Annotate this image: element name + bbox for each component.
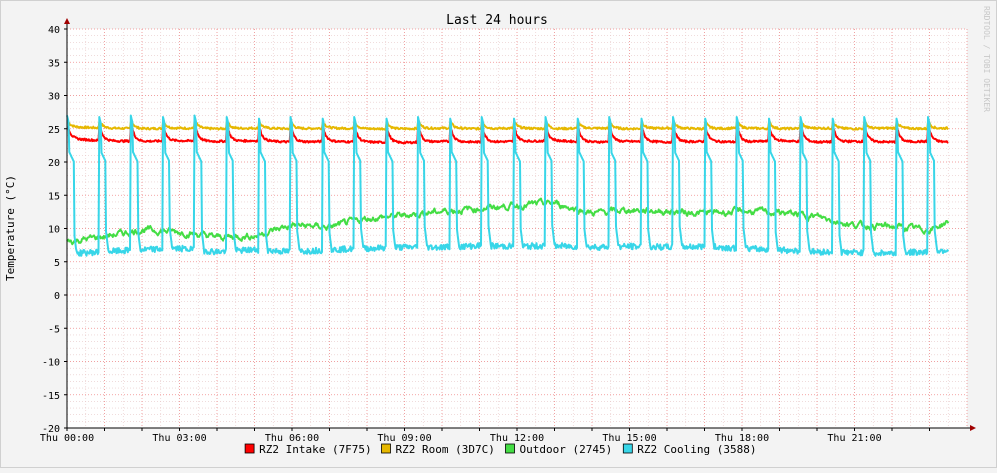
x-tick-label: Thu 03:00: [152, 433, 206, 444]
legend-label: RZ2 Cooling (3588): [637, 443, 756, 456]
legend-swatch: [381, 443, 391, 454]
x-axis-arrow: [970, 425, 976, 431]
series-lines: [66, 114, 950, 257]
watermark: RRDTOOL / TOBI OETIKER: [982, 6, 991, 112]
series-line: [66, 114, 950, 257]
x-tick-label: Thu 00:00: [40, 433, 94, 444]
x-tick-labels: Thu 00:00 Thu 03:00 Thu 06:00 Thu 09:00 Thu …: [40, 433, 882, 444]
y-tick-labels: 40 35 30 25 20 15 10 5 0 -5 -10 -15 -20: [42, 25, 60, 435]
series-line: [66, 197, 950, 246]
legend: RZ2 Intake (7F75) RZ2 Room (3D7C) Outdoor …: [244, 443, 757, 456]
y-tick-label: -20: [42, 424, 60, 435]
y-tick-label: 40: [48, 25, 60, 36]
x-tick-label: Thu 09:00: [377, 433, 431, 444]
axes: [64, 18, 976, 431]
legend-label: Outdoor (2745): [520, 443, 613, 456]
y-tick-label: 15: [48, 191, 60, 202]
y-tick-label: 30: [48, 92, 60, 103]
chart-title: Last 24 hours: [446, 13, 548, 28]
y-tick-label: 0: [54, 291, 60, 302]
y-tick-label: 5: [54, 258, 60, 269]
x-tick-label: Thu 15:00: [602, 433, 656, 444]
y-tick-label: 35: [48, 58, 60, 69]
y-axis-arrow: [64, 18, 70, 24]
x-tick-label: Thu 06:00: [265, 433, 319, 444]
legend-swatch: [622, 443, 633, 454]
grid: [66, 28, 968, 429]
y-tick-label: 25: [48, 125, 60, 136]
y-tick-label: 20: [48, 158, 60, 169]
y-axis-label: Temperature (°C): [4, 175, 17, 281]
x-tick-label: Thu 18:00: [715, 433, 769, 444]
y-tick-label: -15: [42, 391, 60, 402]
y-tick-label: 10: [48, 225, 60, 236]
x-tick-label: Thu 21:00: [827, 433, 881, 444]
y-tick-label: -5: [48, 324, 60, 335]
legend-label: RZ2 Room (3D7C): [396, 443, 495, 456]
y-tick-label: -10: [42, 358, 60, 369]
legend-swatch: [244, 443, 255, 454]
x-tick-label: Thu 12:00: [490, 433, 544, 444]
legend-label: RZ2 Intake (7F75): [259, 443, 372, 456]
legend-swatch: [505, 443, 515, 454]
